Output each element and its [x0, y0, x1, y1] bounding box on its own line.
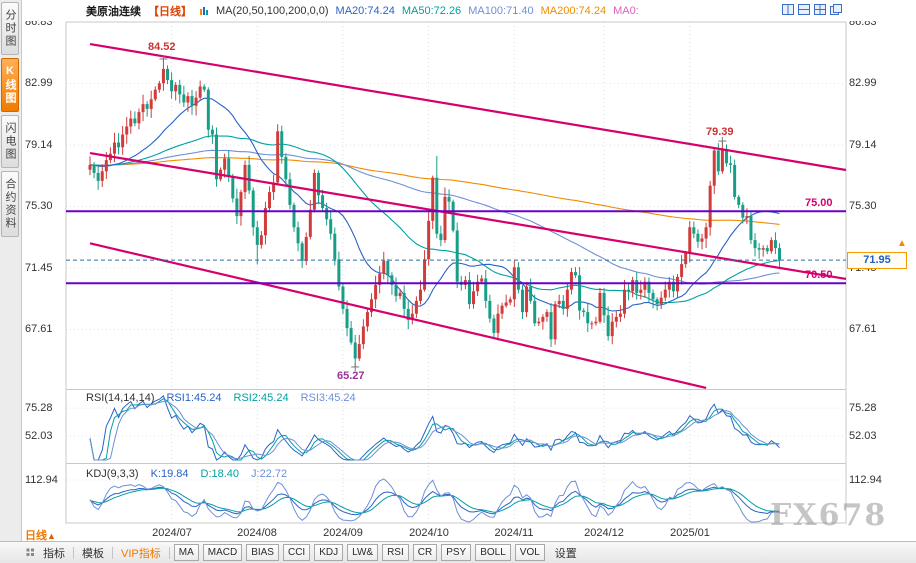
candles-layer: [88, 58, 782, 367]
layout-split-vertical-icon[interactable]: [782, 4, 794, 18]
toolbar-divider: [112, 546, 113, 559]
sidebar-tab-kline[interactable]: K线图: [1, 58, 19, 112]
indicator-toolbar: 指标 模板 VIP指标 MA MACD BIAS CCI KDJ LW& RSI…: [0, 541, 916, 563]
grid-layer: [65, 21, 847, 524]
rsi2-value: RSI2:45.24: [233, 392, 289, 404]
x-axis-label: 2025/01: [670, 527, 710, 539]
toolbar-divider: [73, 546, 74, 559]
rsi-tick-left: 52.03: [25, 430, 53, 442]
support-level-label: 70.50: [805, 269, 833, 281]
layout-split-horizontal-icon[interactable]: [798, 4, 810, 18]
y-tick-left: 82.99: [25, 77, 53, 89]
trendlines-layer: [66, 42, 847, 389]
settings-button[interactable]: 设置: [554, 547, 577, 560]
price-up-arrow-icon: ▲: [897, 238, 907, 249]
window-layout-controls: [782, 4, 842, 18]
kdj-title: KDJ(9,3,3): [86, 468, 139, 480]
resistance-level-label: 75.00: [805, 197, 833, 209]
y-tick-left: 79.14: [25, 139, 53, 151]
toolbar-tab-vip-indicators[interactable]: VIP指标: [121, 547, 161, 560]
kdj-d-value: D:18.40: [200, 468, 240, 480]
y-tick-right: 75.30: [849, 200, 877, 212]
kdj-header: KDJ(9,3,3) K:19.84 D:18.40 J:22.72: [86, 468, 287, 480]
rsi-tick-right: 52.03: [849, 430, 877, 442]
rsi-title: RSI(14,14,14): [86, 392, 155, 404]
rsi-header: RSI(14,14,14) RSI1:45.24 RSI2:45.24 RSI3…: [86, 392, 356, 404]
sidebar-tab-lightning[interactable]: 闪电图: [1, 115, 19, 168]
symbol-name: 美原油连续: [86, 5, 141, 18]
sidebar-tab-timeline[interactable]: 分时图: [1, 2, 19, 55]
rsi3-value: RSI3:45.24: [300, 392, 356, 404]
toolbar-divider: [168, 546, 170, 559]
period-label: 日线: [25, 530, 47, 542]
x-axis-label: 2024/10: [409, 527, 449, 539]
y-tick-left: 71.45: [25, 262, 53, 274]
kdj-tick-right: 112.94: [849, 474, 882, 486]
indicator-button-cr[interactable]: CR: [412, 544, 438, 561]
sidebar: 分时图 K线图 闪电图 合约资料: [0, 0, 22, 563]
ma20-value: MA20:74.24: [335, 4, 395, 17]
indicator-button-bias[interactable]: BIAS: [246, 544, 279, 561]
rsi1-value: RSI1:45.24: [166, 392, 222, 404]
x-axis-label: 2024/08: [237, 527, 277, 539]
ma-params-label: MA(20,50,100,200,0,0): [216, 4, 329, 17]
toolbar-tab-indicators[interactable]: 指标: [43, 547, 65, 560]
x-axis-label: 2024/12: [584, 527, 624, 539]
period-selector[interactable]: 日线▲: [25, 527, 56, 543]
low-annotation: 65.27: [337, 370, 365, 382]
y-tick-right: 82.99: [849, 77, 877, 89]
annotation-marker-layer: [159, 54, 727, 371]
indicator-button-macd[interactable]: MACD: [202, 544, 243, 561]
y-tick-left: 67.61: [25, 323, 53, 335]
oscillator-layer: [89, 395, 780, 523]
period-tag: 【日线】: [148, 5, 192, 18]
y-tick-right: 79.14: [849, 139, 877, 151]
rsi-tick-left: 75.28: [25, 402, 53, 414]
indicator-button-ma[interactable]: MA: [173, 544, 199, 561]
kdj-k-value: K:19.84: [150, 468, 189, 480]
high-annotation: 84.52: [148, 41, 176, 53]
sidebar-tab-contract-info[interactable]: 合约资料: [1, 171, 19, 237]
chart-header: 美原油连续 【日线】 MA(20,50,100,200,0,0) MA20:74…: [22, 0, 916, 21]
layout-cascade-icon[interactable]: [830, 4, 842, 18]
ma-lines-layer: [89, 97, 780, 312]
indicator-button-lw[interactable]: LW&: [347, 544, 379, 561]
x-axis-label: 2024/07: [152, 527, 192, 539]
indicator-icon[interactable]: [199, 6, 209, 16]
ma100-value: MA100:71.40: [468, 4, 534, 17]
indicator-button-boll[interactable]: BOLL: [475, 544, 511, 561]
x-axis-label: 2024/11: [494, 527, 534, 539]
watermark: FX678: [770, 498, 888, 533]
indicator-grid-icon: [26, 548, 35, 557]
indicator-button-psy[interactable]: PSY: [441, 544, 472, 561]
rsi-tick-right: 75.28: [849, 402, 877, 414]
kdj-j-value: J:22.72: [251, 468, 288, 480]
y-tick-right: 67.61: [849, 323, 877, 335]
ma0-value: MA0:: [613, 4, 639, 17]
indicator-button-cci[interactable]: CCI: [282, 544, 311, 561]
toolbar-tab-templates[interactable]: 模板: [82, 547, 104, 560]
high-annotation: 79.39: [706, 126, 734, 138]
ma50-value: MA50:72.26: [401, 4, 462, 17]
layout-grid-icon[interactable]: [814, 4, 826, 18]
x-axis-label: 2024/09: [323, 527, 363, 539]
indicator-button-kdj[interactable]: KDJ: [314, 544, 344, 561]
last-price-badge: 71.95: [847, 252, 907, 269]
indicator-button-vol[interactable]: VOL: [514, 544, 545, 561]
y-tick-left: 75.30: [25, 200, 53, 212]
indicator-button-rsi[interactable]: RSI: [382, 544, 409, 561]
period-arrow-icon: ▲: [47, 531, 56, 541]
kdj-tick-left: 112.94: [25, 474, 58, 486]
ma200-value: MA200:74.24: [540, 4, 607, 17]
